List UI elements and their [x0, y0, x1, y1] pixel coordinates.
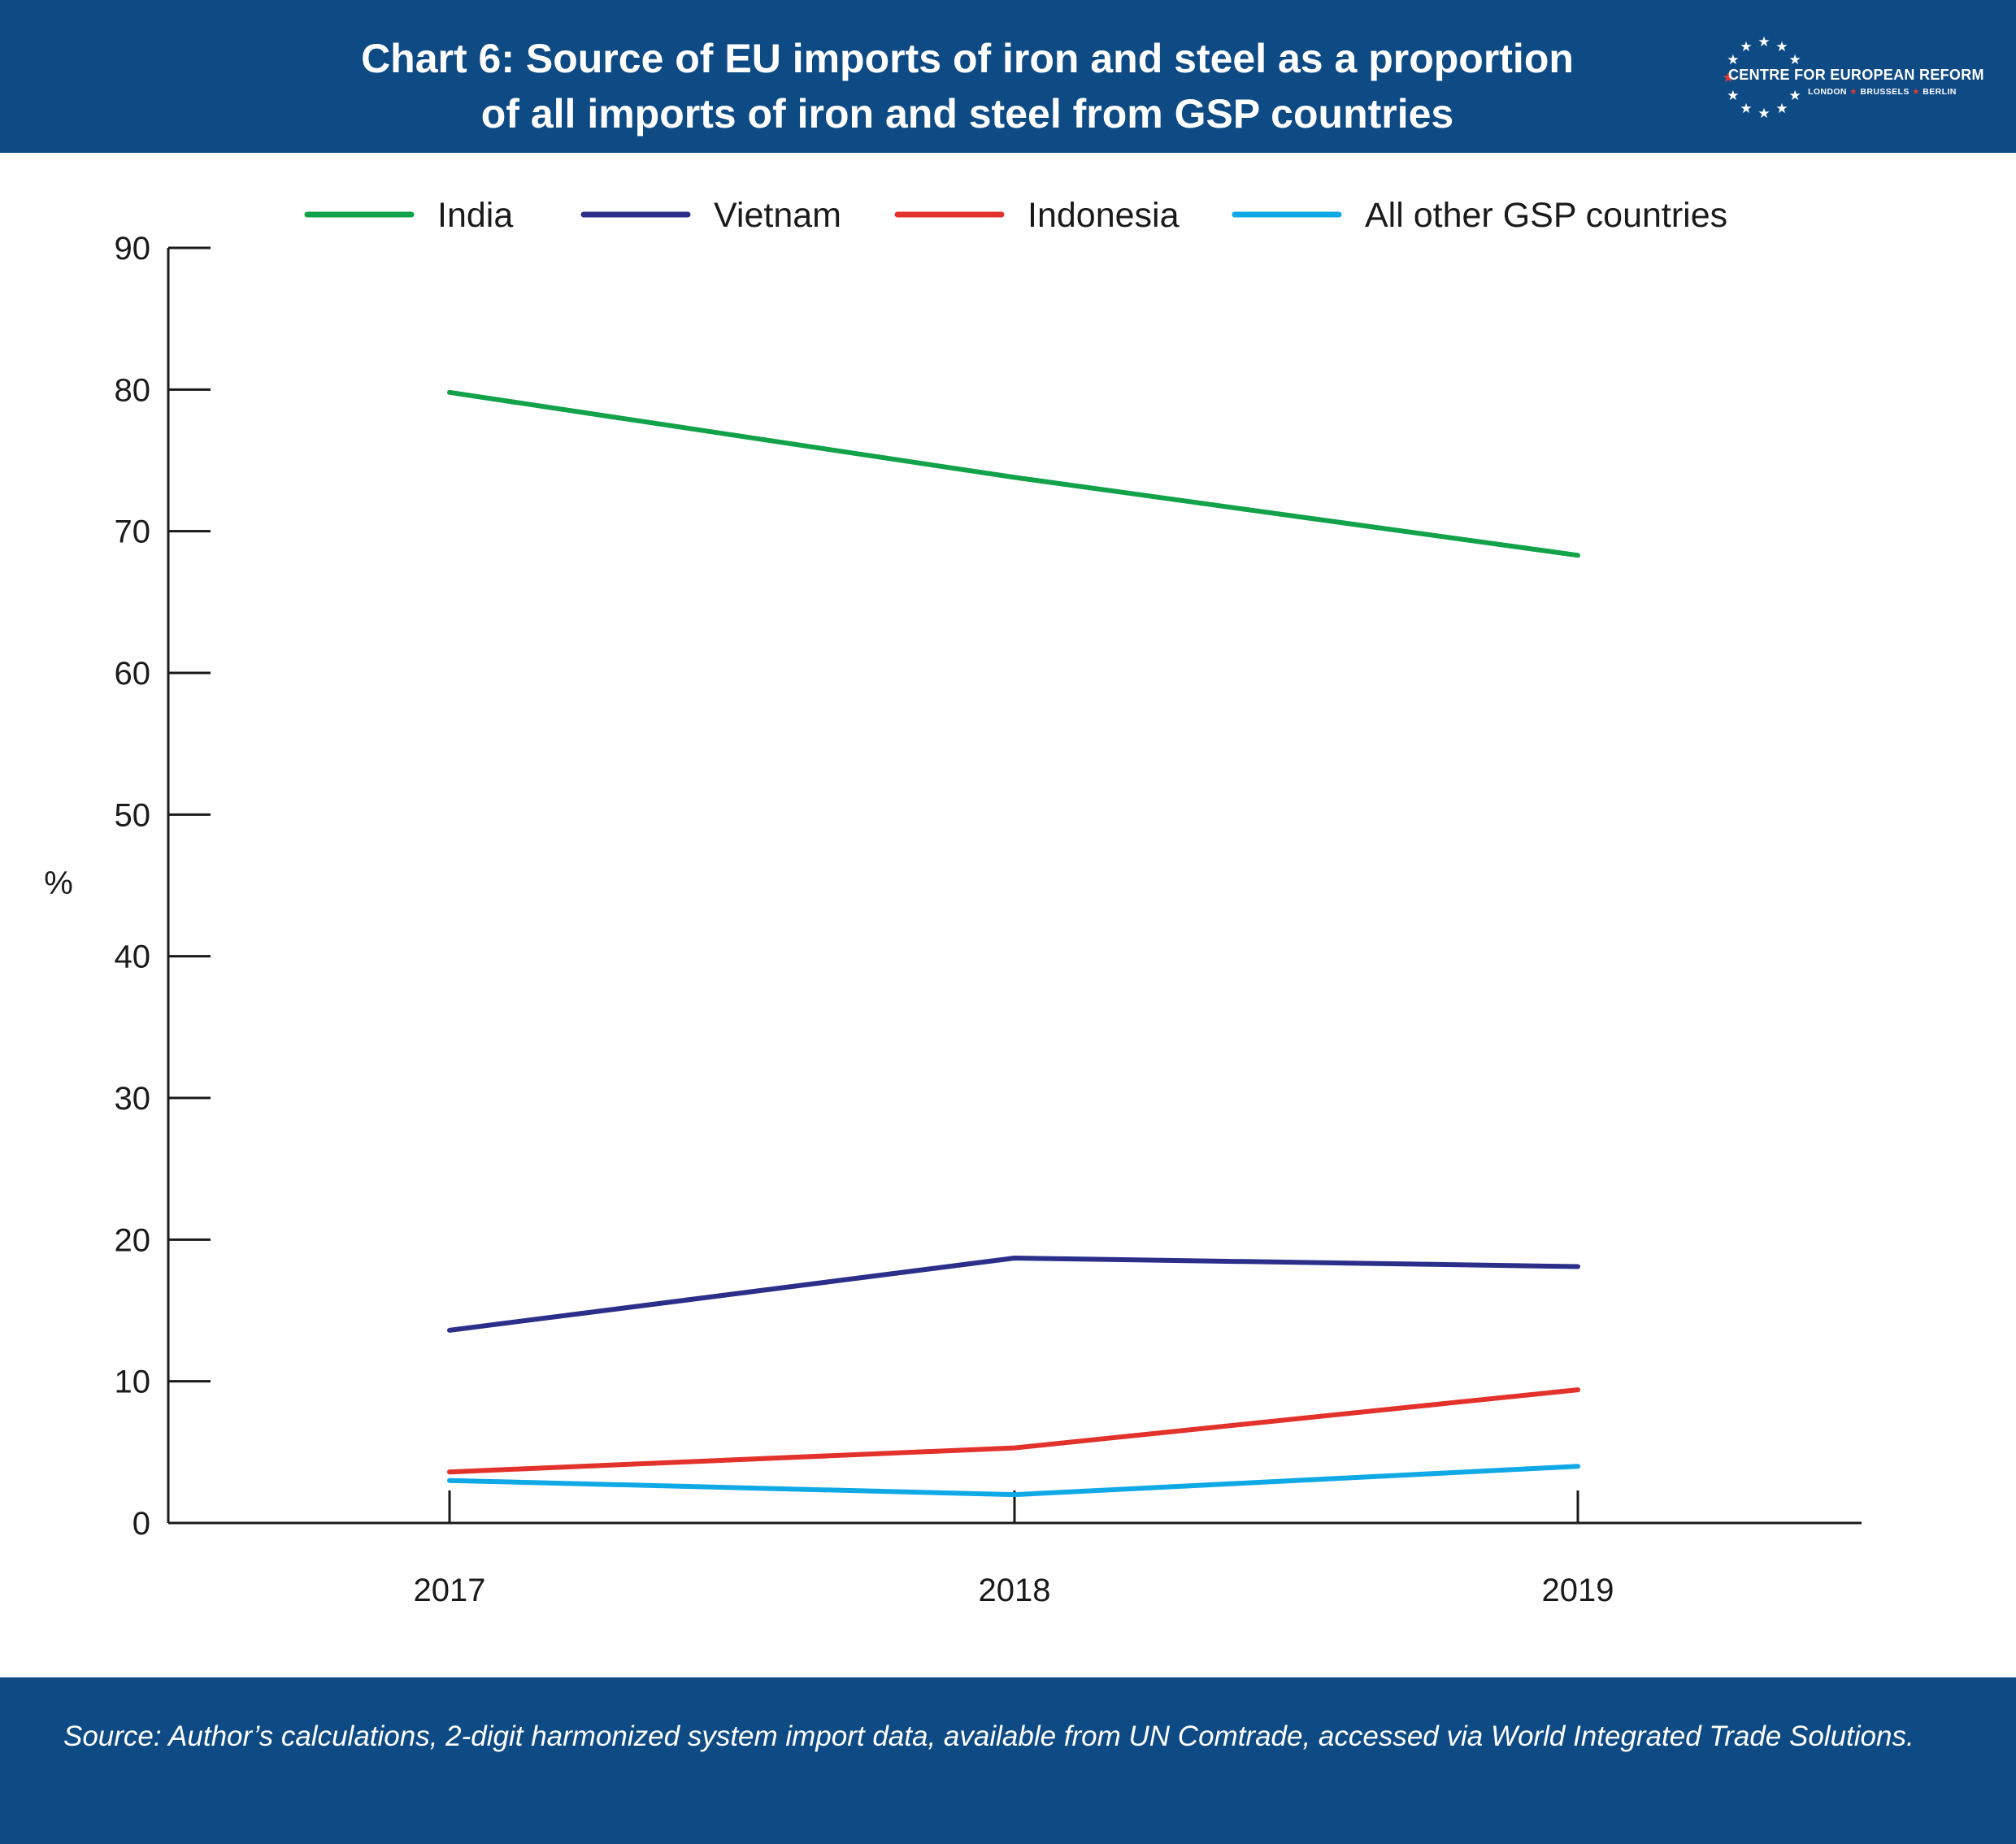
logo-star-icon: ★	[1757, 106, 1770, 122]
logo-star-icon: ★	[1727, 52, 1739, 68]
logo-star-icon: ★	[1775, 101, 1788, 117]
y-tick-label: 10	[115, 1365, 151, 1400]
legend-label-indonesia: Indonesia	[1028, 196, 1180, 235]
x-tick-label: 2017	[414, 1573, 486, 1608]
chart-title-line-2: of all imports of iron and steel from GS…	[480, 91, 1454, 137]
series-line-india	[447, 389, 1580, 558]
y-tick-label: 40	[115, 939, 151, 975]
legend-label-india: India	[437, 196, 513, 235]
source-banner: Source: Author’s calculations, 2-digit h…	[0, 1677, 2016, 1844]
y-tick-label: 50	[115, 797, 151, 833]
legend-label-vietnam: Vietnam	[714, 196, 841, 235]
y-tick-label: 60	[115, 656, 151, 692]
series-line-indonesia	[447, 1387, 1580, 1475]
source-note: Source: Author’s calculations, 2-digit h…	[63, 1720, 1914, 1752]
x-tick-label: 2019	[1542, 1573, 1614, 1608]
logo-name: CENTRE FOR EUROPEAN REFORM	[1728, 67, 1984, 83]
logo-star-icon: ★	[1740, 101, 1752, 117]
y-axis-label: %	[44, 866, 73, 901]
logo-star-icon: ★	[1722, 70, 1734, 86]
y-tick-label: 0	[133, 1506, 150, 1542]
logo-star-icon: ★	[1727, 88, 1739, 104]
series-line-all-other-gsp-countries	[447, 1464, 1580, 1498]
logo-city-berlin: BERLIN	[1923, 87, 1957, 97]
line-chart: 0 10 20 30 40 50 60 70 80 90% 2017 2018 2019 India Vie…	[44, 196, 1862, 1608]
logo-star-icon: ★	[1775, 39, 1788, 55]
logo-star-icon: ★	[1788, 52, 1801, 68]
logo-star-icon: ★	[1740, 39, 1752, 55]
logo-separator-star-icon: ★	[1912, 87, 1920, 97]
y-tick-label: 70	[115, 514, 151, 550]
y-tick-label: 90	[115, 231, 151, 267]
logo-city-london: LONDON	[1808, 87, 1847, 97]
x-tick-label: 2018	[979, 1573, 1051, 1608]
logo-cities: LONDON ★ BRUSSELS ★ BERLIN	[1808, 87, 1957, 97]
logo-star-icon: ★	[1757, 34, 1770, 50]
logo-city-brussels: BRUSSELS	[1860, 87, 1910, 97]
cer-stars-logo-icon: ★ ★★★★★★★★★★	[1722, 34, 1801, 122]
y-tick-label: 30	[115, 1081, 151, 1117]
chart-title-line-1: Chart 6: Source of EU imports of iron an…	[361, 36, 1574, 81]
series-line-vietnam	[447, 1256, 1580, 1333]
legend-label-all-other-gsp-countries: All other GSP countries	[1365, 196, 1727, 235]
y-tick-label: 20	[115, 1222, 151, 1258]
y-tick-label: 80	[115, 372, 151, 408]
title-banner: Chart 6: Source of EU imports of iron an…	[0, 0, 2016, 153]
chart-title: Chart 6: Source of EU imports of iron an…	[203, 31, 1731, 141]
logo-star-icon: ★	[1788, 88, 1801, 104]
logo-separator-star-icon: ★	[1849, 87, 1858, 97]
